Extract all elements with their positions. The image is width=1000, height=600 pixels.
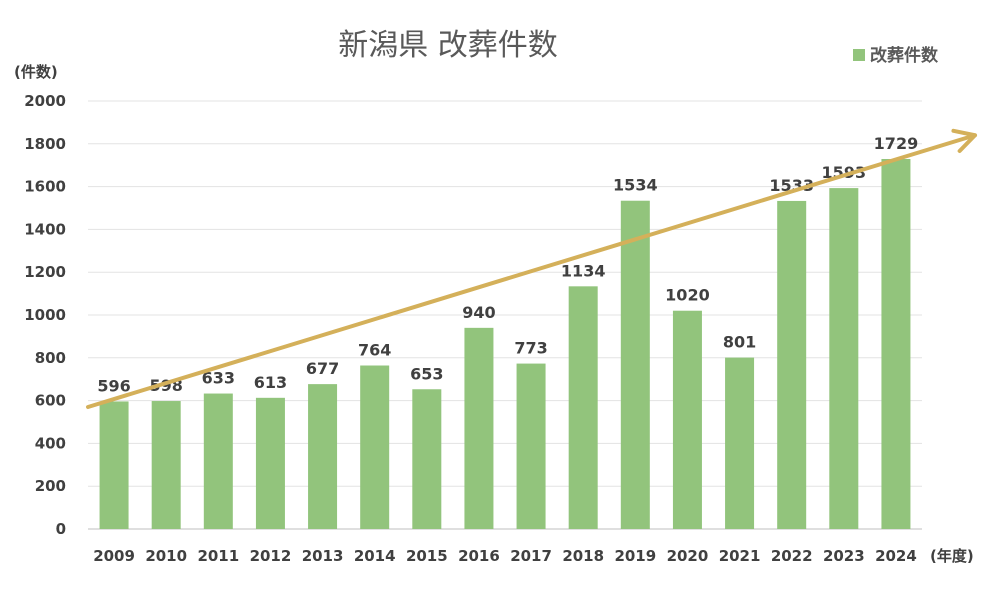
- data-label-2019: 1534: [613, 176, 658, 195]
- legend: 改葬件数: [853, 45, 939, 66]
- trend-arrow: [86, 128, 977, 410]
- data-label-2024: 1729: [874, 134, 919, 153]
- bar-2023: [829, 188, 859, 529]
- trend-arrowhead: [951, 128, 977, 153]
- data-label-2018: 1134: [561, 261, 606, 280]
- y-tick-label: 1000: [24, 306, 66, 324]
- x-axis-ticks: 2009 2010 2011 2012 2013 2014 2015 2016 2017 2018…: [93, 547, 917, 565]
- data-label-2013: 677: [306, 359, 339, 378]
- x-tick-label-2022: 2022: [771, 547, 813, 565]
- x-tick-label-2018: 2018: [562, 547, 604, 565]
- x-tick-label-2010: 2010: [145, 547, 187, 565]
- y-tick-label: 400: [35, 434, 66, 452]
- bar-2012: [255, 397, 285, 529]
- trend-line: [86, 133, 977, 410]
- data-label-2011: 633: [202, 369, 235, 388]
- x-tick-label-2011: 2011: [197, 547, 239, 565]
- bar-2015: [412, 389, 442, 529]
- y-tick-label: 2000: [24, 92, 66, 110]
- legend-swatch: [853, 49, 865, 61]
- bar-2019: [620, 200, 650, 529]
- x-tick-label-2021: 2021: [719, 547, 761, 565]
- bar-2009: [99, 401, 129, 529]
- y-tick-label: 1400: [24, 220, 66, 238]
- y-tick-label: 1800: [24, 135, 66, 153]
- bar-2021: [725, 357, 755, 529]
- bar-2014: [360, 365, 390, 529]
- data-label-2017: 773: [514, 339, 547, 358]
- y-axis-unit: (件数): [14, 63, 58, 81]
- y-tick-label: 800: [35, 349, 66, 367]
- data-label-2016: 940: [462, 303, 495, 322]
- y-tick-label: 0: [56, 520, 66, 538]
- bar-2018: [568, 286, 598, 529]
- y-tick-label: 1200: [24, 263, 66, 281]
- x-tick-label-2023: 2023: [823, 547, 865, 565]
- chart-title: 新潟県 改葬件数: [338, 28, 558, 63]
- data-label-2021: 801: [723, 333, 756, 352]
- bar-2017: [516, 363, 546, 529]
- x-tick-label-2012: 2012: [250, 547, 292, 565]
- x-tick-label-2016: 2016: [458, 547, 500, 565]
- data-label-2015: 653: [410, 364, 443, 383]
- x-tick-label-2019: 2019: [614, 547, 656, 565]
- bar-2022: [777, 200, 807, 530]
- bar-2024: [881, 158, 911, 529]
- bar-2016: [464, 327, 494, 529]
- legend-label: 改葬件数: [870, 45, 939, 66]
- x-tick-label-2015: 2015: [406, 547, 448, 565]
- x-tick-label-2020: 2020: [667, 547, 709, 565]
- bars: [99, 158, 911, 530]
- bar-2011: [203, 393, 233, 529]
- data-label-2022: 1533: [769, 176, 814, 195]
- bar-2020: [672, 310, 702, 529]
- x-axis-unit: (年度): [930, 547, 974, 565]
- y-axis-ticks: 0 200 400 600 800 1000 1200 1400 1600 1800 2000: [24, 92, 66, 538]
- x-tick-label-2024: 2024: [875, 547, 917, 565]
- y-tick-label: 200: [35, 477, 66, 495]
- x-tick-label-2013: 2013: [302, 547, 344, 565]
- data-label-2014: 764: [358, 341, 391, 360]
- x-tick-label-2009: 2009: [93, 547, 135, 565]
- bar-2010: [151, 401, 181, 529]
- bar-2013: [308, 384, 338, 529]
- data-label-2012: 613: [254, 373, 287, 392]
- y-tick-label: 600: [35, 392, 66, 410]
- x-tick-label-2014: 2014: [354, 547, 396, 565]
- data-label-2009: 596: [97, 376, 130, 395]
- x-tick-label-2017: 2017: [510, 547, 552, 565]
- y-tick-label: 1600: [24, 178, 66, 196]
- data-label-2020: 1020: [665, 286, 710, 305]
